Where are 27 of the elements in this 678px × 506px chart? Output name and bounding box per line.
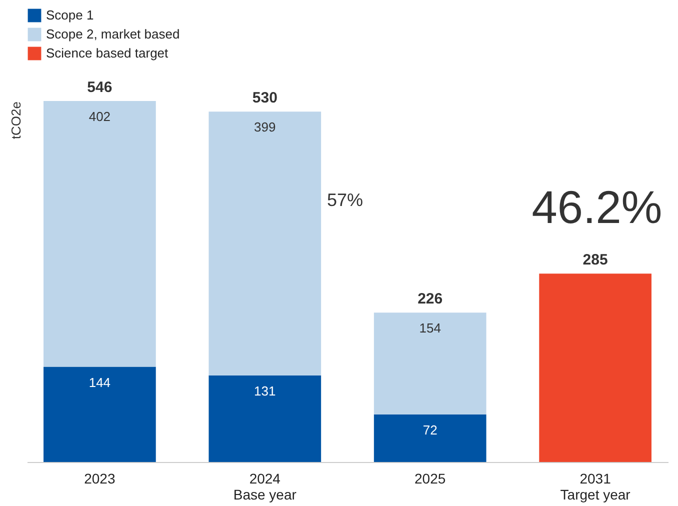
legend-label: Scope 2, market based [46,26,180,42]
bar [44,101,156,367]
bar [44,366,156,462]
data-label: 399 [254,120,276,135]
bar [208,375,322,462]
data-label: 285 [582,252,608,269]
bar [539,274,652,462]
legend-label: Science based target [46,46,169,60]
data-label: 402 [88,109,111,124]
bar [208,112,322,376]
bar [374,312,486,414]
data-label: 154 [419,320,441,336]
data-label: 144 [88,374,111,390]
x-tick-label: 2031 Target year [560,470,631,502]
bar [374,414,486,462]
x-tick-label: 2023 [84,470,116,486]
annotation: 57% [326,190,364,210]
total-label: 226 [418,290,443,308]
total-label: 530 [252,90,278,107]
y-axis-title: tCO2e [8,102,24,140]
data-label: 72 [422,422,438,438]
data-label: 131 [254,383,276,398]
x-tick-label: 2025 [414,470,446,486]
annotation: 46.2% [532,181,662,233]
total-label: 546 [87,79,112,96]
x-tick-label: 2024 Base year [233,470,297,502]
legend-label: Scope 1 [46,8,94,22]
